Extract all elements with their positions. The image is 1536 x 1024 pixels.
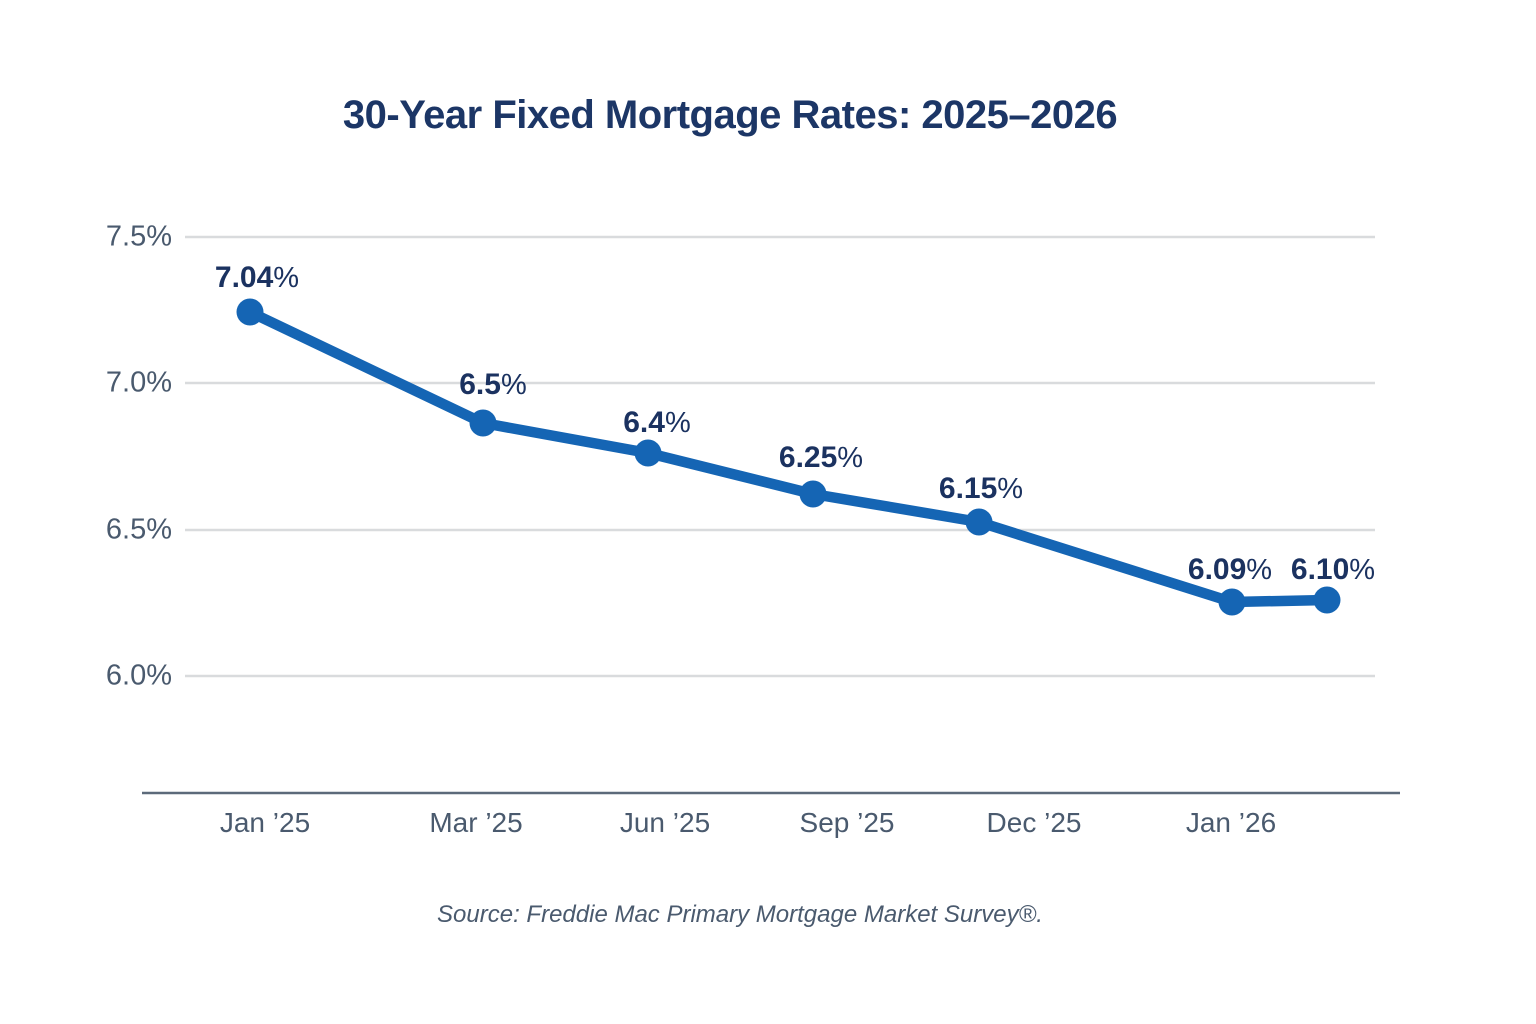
data-point-marker: [236, 298, 264, 326]
data-point-label: 6.09%: [1188, 553, 1272, 587]
data-point-marker: [469, 409, 497, 437]
data-point-value: 6.15: [938, 472, 998, 505]
data-point-value: 6.4: [623, 406, 665, 439]
x-axis-tick: Jan ’26: [1185, 807, 1277, 838]
y-axis-tick: 7.5%: [105, 220, 172, 253]
y-axis-tick: 7.0%: [105, 366, 172, 399]
data-point-label: 6.15%: [939, 472, 1023, 506]
data-point-marker: [965, 508, 993, 536]
data-point-marker: [634, 439, 662, 467]
x-axis-tick: Sep ’25: [799, 807, 895, 838]
data-point-marker: [1218, 588, 1246, 616]
percent-sign: %: [273, 262, 300, 294]
x-axis-tick: Jan ’25: [219, 807, 311, 838]
data-point-label: 6.4%: [623, 406, 691, 440]
x-axis-tick: Jun ’25: [619, 807, 711, 838]
data-point-value: 6.25: [778, 441, 838, 474]
data-point-label: 7.04%: [215, 261, 299, 295]
percent-sign: %: [997, 473, 1024, 505]
data-point-value: 6.09: [1187, 553, 1247, 586]
percent-sign: %: [837, 442, 864, 474]
y-axis-tick: 6.5%: [105, 513, 172, 546]
percent-sign: %: [1349, 554, 1376, 586]
x-axis-tick: Dec ’25: [986, 807, 1082, 838]
percent-sign: %: [500, 369, 527, 401]
y-axis-tick: 6.0%: [105, 659, 172, 692]
source-caption: Source: Freddie Mac Primary Mortgage Mar…: [437, 901, 1043, 928]
data-point-marker: [1313, 586, 1341, 614]
x-axis-tick: Mar ’25: [429, 807, 523, 838]
data-point-label: 6.5%: [459, 368, 527, 402]
data-point-value: 7.04: [214, 261, 274, 294]
data-point-value: 6.5: [459, 368, 501, 401]
percent-sign: %: [664, 407, 691, 439]
data-point-marker: [799, 480, 827, 508]
data-point-label: 6.10%: [1291, 553, 1375, 587]
data-point-value: 6.10: [1290, 553, 1350, 586]
chart-title: 30-Year Fixed Mortgage Rates: 2025–2026: [342, 93, 1118, 137]
percent-sign: %: [1246, 554, 1273, 586]
data-point-label: 6.25%: [779, 441, 863, 475]
